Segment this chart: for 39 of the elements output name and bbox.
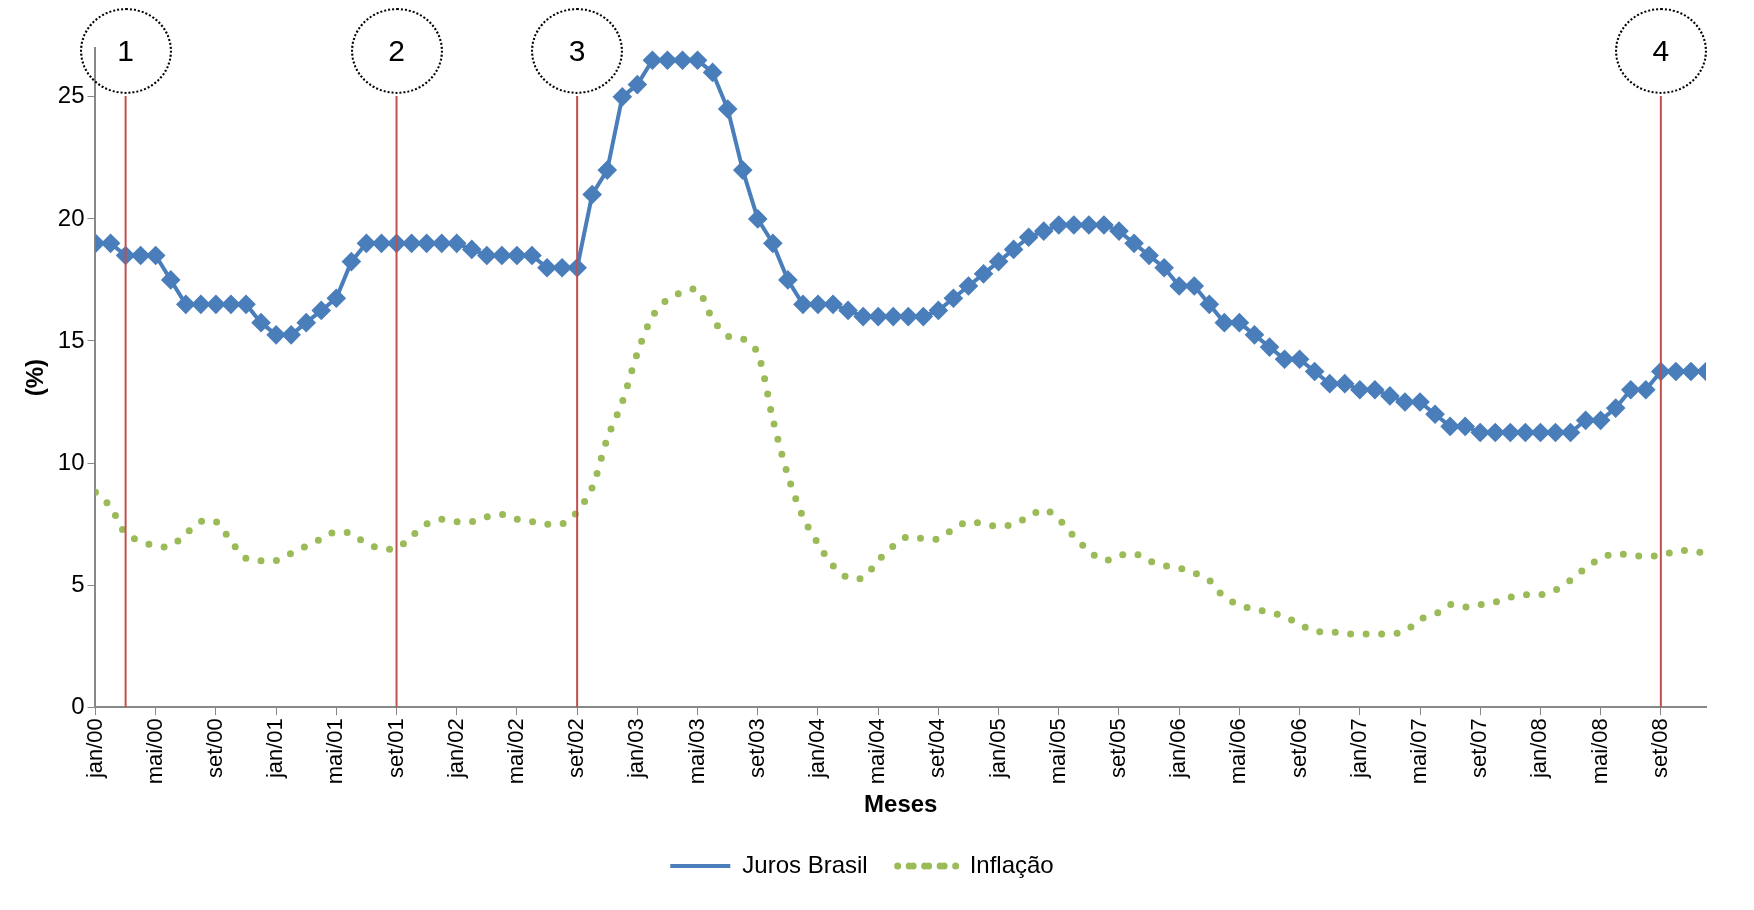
x-tick-label: set/07 (1466, 718, 1492, 779)
x-tick-label: jan/07 (1345, 718, 1371, 780)
dotted-circle: 2 (350, 8, 443, 94)
x-tick-label: set/02 (563, 718, 589, 779)
x-tick-label: jan/04 (804, 718, 830, 780)
x-tick-label: jan/05 (984, 718, 1010, 780)
legend-label: Juros Brasil (742, 850, 868, 878)
y-tick-label: 10 (57, 447, 85, 475)
x-tick-label: jan/06 (1165, 718, 1191, 780)
x-tick-label: mai/02 (503, 718, 528, 785)
dotted-circle: 3 (531, 8, 624, 94)
x-tick-label: set/00 (201, 718, 227, 779)
x-tick-label: mai/04 (864, 718, 890, 785)
x-tick-label: jan/02 (442, 718, 468, 780)
y-tick-label: 20 (57, 203, 85, 231)
x-tick-label: mai/03 (683, 718, 709, 785)
y-axis-title: (%) (21, 358, 49, 397)
x-tick-label: jan/08 (1526, 718, 1552, 780)
x-tick-label: jan/00 (81, 718, 107, 780)
y-tick-label: 0 (71, 691, 85, 719)
x-tick-label: set/05 (1105, 718, 1131, 779)
x-tick-label: mai/01 (322, 718, 348, 785)
x-tick-label: set/04 (924, 718, 950, 779)
x-tick-label: mai/00 (141, 718, 167, 785)
x-tick-label: set/01 (382, 718, 408, 779)
y-tick-label: 15 (57, 325, 85, 353)
x-tick-label: set/06 (1285, 718, 1311, 779)
y-tick-label: 5 (71, 569, 85, 597)
legend-label: Inflação (969, 850, 1054, 878)
x-tick-label: mai/06 (1225, 718, 1251, 785)
x-tick-label: set/03 (743, 718, 769, 779)
dotted-circle: 4 (1614, 8, 1707, 94)
x-tick-label: mai/07 (1406, 718, 1432, 785)
x-tick-label: set/08 (1646, 718, 1672, 779)
x-tick-label: mai/08 (1586, 718, 1612, 785)
x-tick-label: jan/01 (262, 718, 288, 780)
x-axis-title: Meses (864, 790, 938, 818)
x-tick-label: jan/03 (623, 718, 649, 780)
x-tick-label: mai/05 (1044, 718, 1070, 785)
